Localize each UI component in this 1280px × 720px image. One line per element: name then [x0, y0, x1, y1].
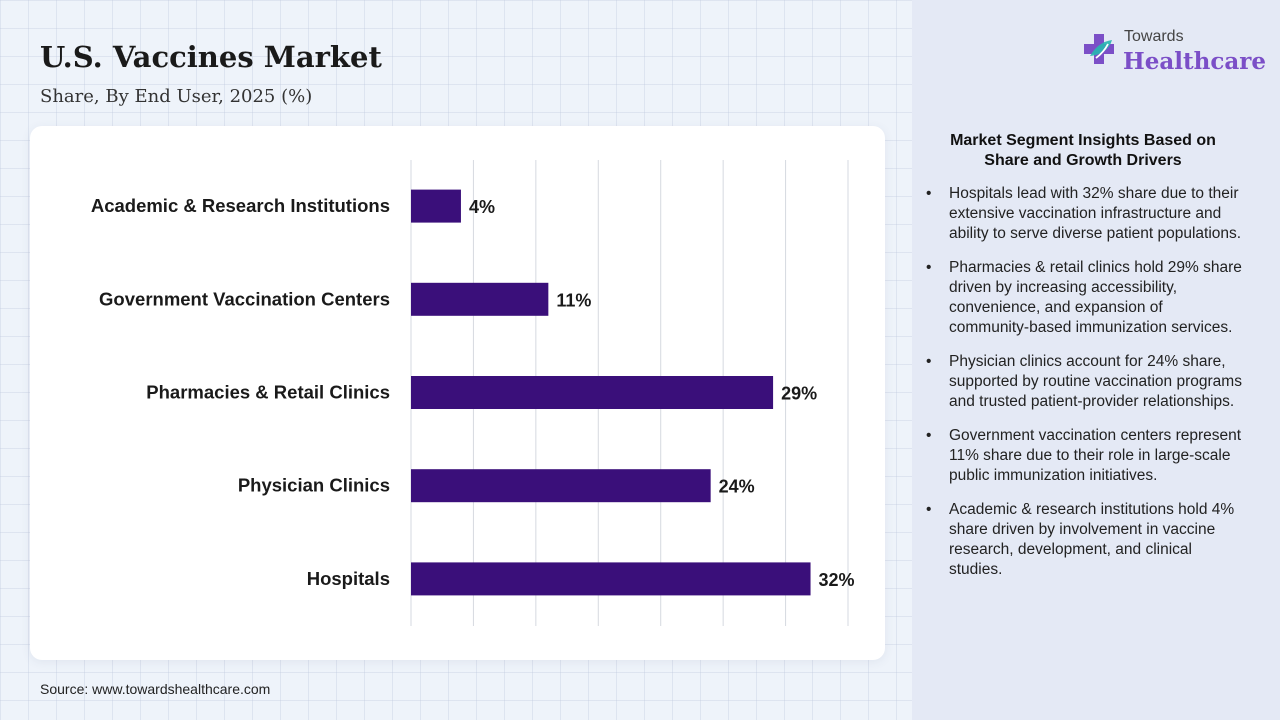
data-label: 32% [819, 570, 855, 590]
insights-list: Hospitals lead with 32% share due to the… [924, 184, 1244, 594]
insight-item: Pharmacies & retail clinics hold 29% sha… [924, 258, 1244, 338]
insight-item: Government vaccination centers represent… [924, 426, 1244, 486]
medical-cross-icon [1084, 34, 1114, 64]
category-label: Physician Clinics [238, 475, 390, 496]
page-title: U.S. Vaccines Market [40, 40, 382, 74]
data-label: 24% [719, 477, 755, 497]
insight-item: Hospitals lead with 32% share due to the… [924, 184, 1244, 244]
data-label: 29% [781, 384, 817, 404]
bar [411, 469, 711, 503]
chart-card: Academic & Research Institutions 4% Govern… [30, 126, 885, 660]
bar [411, 189, 461, 223]
category-label: Pharmacies & Retail Clinics [146, 382, 390, 403]
insight-item: Academic & research institutions hold 4%… [924, 500, 1244, 580]
data-label: 4% [469, 197, 495, 217]
logo-text-towards: Towards [1124, 28, 1184, 45]
data-label: 11% [556, 290, 591, 310]
bar [411, 282, 549, 316]
insight-item: Physician clinics account for 24% share,… [924, 352, 1244, 412]
insights-title: Market Segment Insights Based on Share a… [950, 132, 1216, 169]
source-note: Source: www.towardshealthcare.com [40, 681, 271, 697]
bar-chart: Academic & Research Institutions 4% Govern… [91, 160, 855, 626]
bar [411, 562, 811, 596]
category-label: Hospitals [307, 568, 390, 589]
logo: Towards Healthcare [1080, 28, 1266, 78]
category-label: Academic & Research Institutions [91, 195, 390, 216]
logo-text-healthcare: Healthcare [1123, 48, 1267, 75]
bar [411, 376, 774, 409]
page-subtitle: Share, By End User, 2025 (%) [40, 86, 313, 107]
category-label: Government Vaccination Centers [99, 288, 390, 309]
